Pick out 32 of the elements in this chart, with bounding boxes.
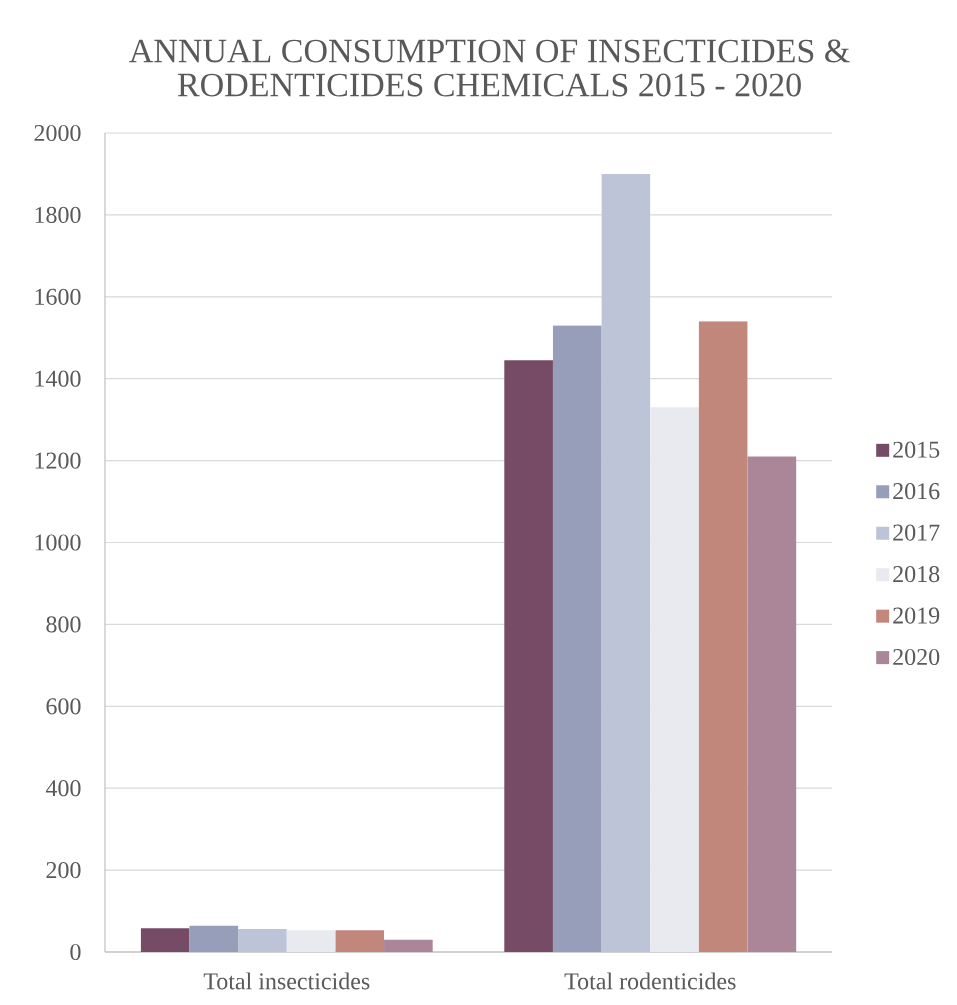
- bar: [698, 321, 748, 952]
- y-tick-label: 600: [46, 698, 81, 715]
- bar: [552, 325, 602, 952]
- bar: [504, 360, 553, 952]
- y-tick-label: 1400: [35, 370, 81, 387]
- bar: [140, 928, 190, 952]
- legend-label: 2015: [893, 441, 940, 458]
- y-tick-label: 200: [46, 861, 81, 879]
- y-tick-label: 0: [70, 943, 81, 961]
- chart-title: ANNUAL CONSUMPTION OF INSECTICIDES & RODENTICIDES CHEMICALS 2015 - 2020: [129, 39, 850, 97]
- bar: [335, 930, 385, 952]
- legend-label: 2019: [893, 607, 940, 624]
- bar: [384, 939, 433, 952]
- legend-label: 2017: [893, 524, 940, 541]
- y-tick-label: 2000: [34, 124, 81, 142]
- x-tick-label: Total insecticides: [203, 972, 370, 990]
- bar: [747, 456, 797, 952]
- bar: [189, 925, 239, 952]
- legend-label: 2016: [893, 483, 940, 500]
- bar: [650, 407, 699, 952]
- legend-label: 2020: [893, 648, 940, 666]
- legend-label: 2018: [893, 565, 940, 583]
- y-tick-label: 400: [45, 780, 81, 797]
- x-tick-label: Total rodenticides: [564, 972, 736, 990]
- bar: [601, 173, 651, 952]
- y-tick-label: 1200: [35, 452, 81, 469]
- bar: [238, 929, 287, 952]
- y-tick-label: 1800: [35, 206, 81, 223]
- y-tick-label: 800: [46, 616, 81, 633]
- y-tick-label: 1000: [35, 534, 81, 551]
- bar: [286, 930, 336, 952]
- y-tick-label: 1600: [35, 288, 81, 305]
